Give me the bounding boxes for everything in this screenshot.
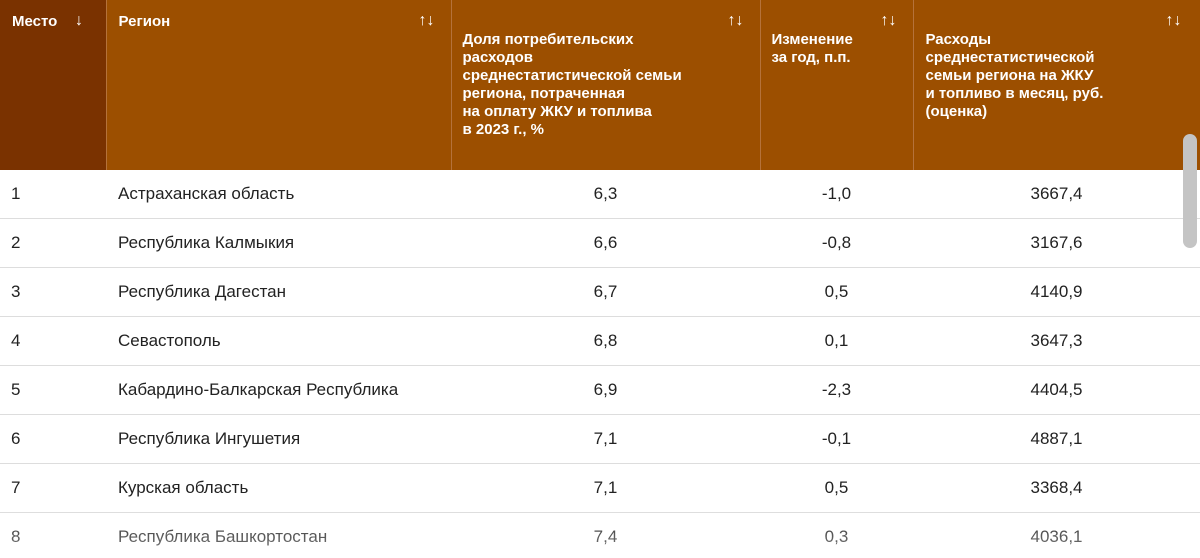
share-cell: 6,8 xyxy=(451,316,760,366)
share-cell: 7,1 xyxy=(451,463,760,513)
table-row: 2 Республика Калмыкия 6,6 -0,8 3167,6 xyxy=(0,218,1200,268)
region-cell: Республика Башкортостан xyxy=(106,512,451,558)
place-cell: 6 xyxy=(0,414,106,464)
table-header: Место ↓ Регион ↑↓ Доля потребительских р… xyxy=(0,0,1200,170)
sort-icon[interactable]: ↑↓ xyxy=(727,12,744,29)
column-header-label: Изменение за год, п.п. xyxy=(771,31,853,66)
share-cell: 6,6 xyxy=(451,218,760,268)
expenses-cell: 3167,6 xyxy=(913,218,1200,268)
column-header-change[interactable]: Изменение за год, п.п. ↑↓ xyxy=(760,0,914,170)
table-row: 4 Севастополь 6,8 0,1 3647,3 xyxy=(0,316,1200,366)
region-cell: Республика Дагестан xyxy=(106,267,451,317)
share-cell: 6,7 xyxy=(451,267,760,317)
place-cell: 3 xyxy=(0,267,106,317)
change-cell: 0,3 xyxy=(760,512,913,558)
place-cell: 2 xyxy=(0,218,106,268)
column-header-label: Расходы среднестатистической семьи регио… xyxy=(925,31,1104,120)
table-row: 6 Республика Ингушетия 7,1 -0,1 4887,1 xyxy=(0,414,1200,464)
expenses-cell: 4887,1 xyxy=(913,414,1200,464)
place-cell: 1 xyxy=(0,170,106,219)
expenses-cell: 3667,4 xyxy=(913,170,1200,219)
change-cell: -1,0 xyxy=(760,170,913,219)
region-cell: Республика Калмыкия xyxy=(106,218,451,268)
change-cell: 0,5 xyxy=(760,267,913,317)
expenses-cell: 3647,3 xyxy=(913,316,1200,366)
region-cell: Кабардино-Балкарская Республика xyxy=(106,365,451,415)
sort-icon[interactable]: ↑↓ xyxy=(1165,12,1182,29)
change-cell: -0,1 xyxy=(760,414,913,464)
column-header-label: Регион xyxy=(118,13,171,30)
table-body: 1 Астраханская область 6,3 -1,0 3667,4 2… xyxy=(0,170,1200,558)
sort-icon[interactable]: ↑↓ xyxy=(880,12,897,29)
column-header-expenses[interactable]: Расходы среднестатистической семьи регио… xyxy=(913,0,1200,170)
column-header-place[interactable]: Место ↓ xyxy=(0,0,107,170)
share-cell: 7,1 xyxy=(451,414,760,464)
place-cell: 4 xyxy=(0,316,106,366)
expenses-cell: 4404,5 xyxy=(913,365,1200,415)
table-row: 3 Республика Дагестан 6,7 0,5 4140,9 xyxy=(0,267,1200,317)
sort-desc-icon[interactable]: ↓ xyxy=(75,12,83,29)
region-cell: Севастополь xyxy=(106,316,451,366)
change-cell: -0,8 xyxy=(760,218,913,268)
region-cell: Республика Ингушетия xyxy=(106,414,451,464)
share-cell: 6,3 xyxy=(451,170,760,219)
table-row: 8 Республика Башкортостан 7,4 0,3 4036,1 xyxy=(0,512,1200,558)
header-row: Место ↓ Регион ↑↓ Доля потребительских р… xyxy=(0,0,1200,170)
column-header-label: Место xyxy=(12,13,58,30)
table-row: 5 Кабардино-Балкарская Республика 6,9 -2… xyxy=(0,365,1200,415)
table-row: 1 Астраханская область 6,3 -1,0 3667,4 xyxy=(0,170,1200,219)
change-cell: 0,1 xyxy=(760,316,913,366)
table-row: 7 Курская область 7,1 0,5 3368,4 xyxy=(0,463,1200,513)
expenses-cell: 4036,1 xyxy=(913,512,1200,558)
column-header-share[interactable]: Доля потребительских расходов среднестат… xyxy=(451,0,761,170)
expenses-cell: 3368,4 xyxy=(913,463,1200,513)
column-header-region[interactable]: Регион ↑↓ xyxy=(106,0,452,170)
share-cell: 7,4 xyxy=(451,512,760,558)
column-header-label: Доля потребительских расходов среднестат… xyxy=(462,31,682,138)
change-cell: 0,5 xyxy=(760,463,913,513)
sort-icon[interactable]: ↑↓ xyxy=(418,12,435,29)
share-cell: 6,9 xyxy=(451,365,760,415)
place-cell: 8 xyxy=(0,512,106,558)
place-cell: 5 xyxy=(0,365,106,415)
expenses-cell: 4140,9 xyxy=(913,267,1200,317)
place-cell: 7 xyxy=(0,463,106,513)
change-cell: -2,3 xyxy=(760,365,913,415)
vertical-scrollbar[interactable] xyxy=(1183,134,1197,248)
region-cell: Курская область xyxy=(106,463,451,513)
region-cell: Астраханская область xyxy=(106,170,451,219)
